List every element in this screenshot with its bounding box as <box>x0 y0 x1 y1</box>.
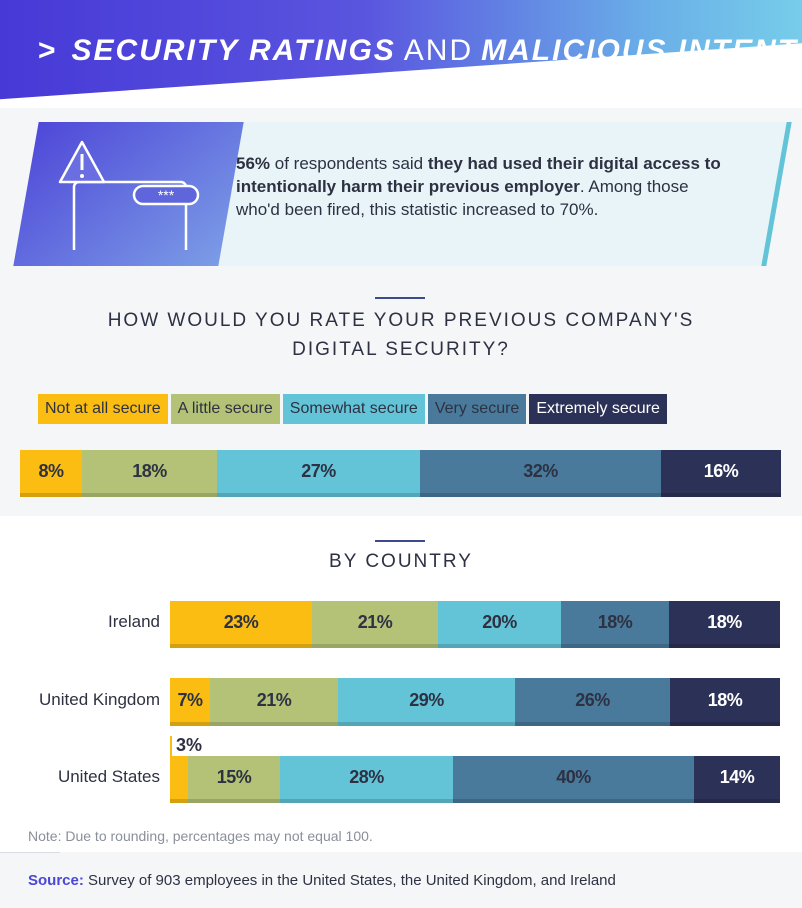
united-kingdom-bar: 7% 21% 29% 26% 18% <box>170 678 780 726</box>
overall-somewhat-secure-segment: 27% <box>217 450 420 497</box>
stat-callout: *** 56% of respondents said they had use… <box>13 122 792 270</box>
overall-bar: 8% 18% 27% 32% 16% <box>20 450 781 497</box>
ireland-somewhat-secure-segment: 20% <box>438 601 561 648</box>
country-label-united-kingdom: United Kingdom <box>39 690 160 709</box>
overall-very-secure-segment: 32% <box>420 450 661 497</box>
source-text: Survey of 903 employees in the United St… <box>83 872 616 889</box>
legend-somewhat-secure: Somewhat secure <box>282 394 425 424</box>
callout-text: 56% of respondents said they had used th… <box>236 152 726 221</box>
ireland-a-little-secure-segment: 21% <box>312 601 438 648</box>
source-label: Source: <box>28 872 84 889</box>
footnote: Note: Due to rounding, percentages may n… <box>28 828 373 844</box>
uk-not-at-all-secure-segment: 7% <box>170 678 210 726</box>
ireland-not-at-all-secure-segment: 23% <box>170 601 312 648</box>
legend-extremely-secure: Extremely secure <box>529 394 667 424</box>
us-extremely-secure-segment: 14% <box>694 756 780 803</box>
overall-a-little-secure-segment: 18% <box>82 450 217 497</box>
country-label-united-states: United States <box>57 767 160 786</box>
uk-very-secure-segment: 26% <box>515 678 670 726</box>
ireland-extremely-secure-segment: 18% <box>669 601 780 648</box>
ireland-bar: 23% 21% 20% 18% 18% <box>170 601 780 648</box>
callout-text-1: of respondents said <box>270 154 428 173</box>
uk-somewhat-secure-segment: 29% <box>338 678 515 726</box>
legend-a-little-secure: A little secure <box>170 394 280 424</box>
source-line: Source: Survey of 903 employees in the U… <box>28 872 616 889</box>
united-states-bar: 15% 28% 40% 14% <box>170 756 780 803</box>
page-title: > SECURITY RATINGS AND MALICIOUS INTENT <box>38 34 798 68</box>
password-dots: *** <box>158 187 175 203</box>
callout-bold-text: they had used their digital access to in… <box>236 154 721 196</box>
question-title: HOW WOULD YOU RATE YOUR PREVIOUS COMPANY… <box>0 306 802 364</box>
legend-not-at-all-secure: Not at all secure <box>38 394 168 424</box>
uk-a-little-secure-segment: 21% <box>210 678 338 726</box>
overall-not-at-all-secure-segment: 8% <box>20 450 82 497</box>
chevron-right-icon: > <box>38 34 58 67</box>
source-section-background <box>0 852 802 908</box>
legend-very-secure: Very secure <box>427 394 527 424</box>
title-part-1: SECURITY RATINGS <box>71 34 396 67</box>
divider-2 <box>375 540 425 542</box>
us-somewhat-secure-segment: 28% <box>280 756 453 803</box>
legend: Not at all secure A little secure Somewh… <box>38 394 667 424</box>
us-a-little-secure-segment: 15% <box>188 756 280 803</box>
us-very-secure-segment: 40% <box>453 756 694 803</box>
ireland-very-secure-segment: 18% <box>561 601 669 648</box>
callout-text-2: . Among those who'd been fired, this sta… <box>236 177 689 219</box>
title-and: AND <box>403 34 474 67</box>
country-label-ireland: Ireland <box>108 612 160 631</box>
uk-extremely-secure-segment: 18% <box>670 678 780 726</box>
overall-extremely-secure-segment: 16% <box>661 450 781 497</box>
warning-laptop-icon: *** <box>58 140 200 250</box>
divider-1 <box>375 297 425 299</box>
us-not-at-all-secure-label: 3% <box>176 735 203 755</box>
stat-highlight: 56% <box>236 154 271 173</box>
question-line-2: DIGITAL SECURITY? <box>292 339 510 360</box>
title-part-2: MALICIOUS INTENT <box>481 34 799 67</box>
header-banner: > SECURITY RATINGS AND MALICIOUS INTENT <box>0 0 802 108</box>
by-country-title: BY COUNTRY <box>329 551 473 572</box>
question-line-1: HOW WOULD YOU RATE YOUR PREVIOUS COMPANY… <box>107 310 695 331</box>
source-divider <box>0 852 60 853</box>
us-label-leader-line <box>170 736 172 756</box>
us-not-at-all-secure-segment <box>170 756 188 803</box>
